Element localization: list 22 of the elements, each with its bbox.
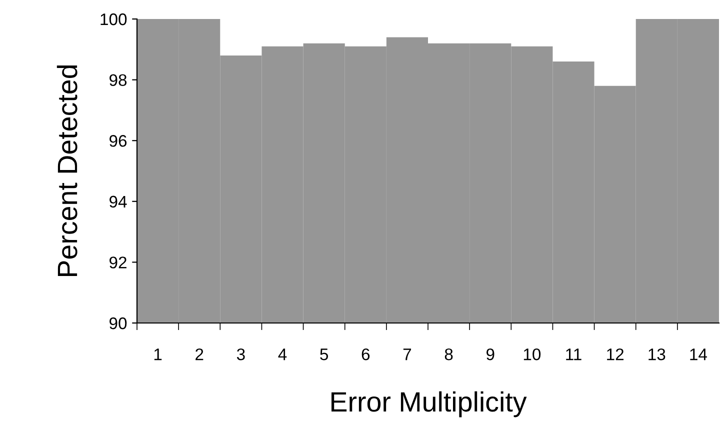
- y-tick-label: 98: [110, 74, 127, 86]
- x-tick-label: 11: [566, 348, 582, 360]
- x-tick-label: 8: [444, 348, 453, 360]
- y-tick-label: 92: [110, 256, 126, 268]
- x-tick-label: 13: [648, 348, 666, 360]
- x-tick-label: 6: [362, 348, 370, 360]
- y-tick-label: 90: [110, 317, 127, 330]
- y-tick-label: 96: [110, 135, 127, 147]
- x-tick-label: 5: [320, 348, 328, 360]
- x-tick-label: 14: [690, 348, 707, 360]
- x-tick-label: 12: [607, 348, 624, 360]
- x-tick-label: 2: [196, 348, 204, 360]
- y-tick-label: 100: [100, 13, 127, 26]
- y-axis-title: Percent Detected: [56, 65, 78, 276]
- x-tick-label: 3: [236, 348, 245, 360]
- x-tick-label: 4: [278, 348, 287, 360]
- x-tick-label: 7: [403, 348, 412, 360]
- x-tick-label: 10: [524, 348, 541, 360]
- x-tick-label: 1: [154, 348, 162, 360]
- x-axis-title: Error Multiplicity: [332, 391, 527, 418]
- y-tick-label: 94: [110, 196, 127, 208]
- x-tick-label: 9: [486, 348, 494, 360]
